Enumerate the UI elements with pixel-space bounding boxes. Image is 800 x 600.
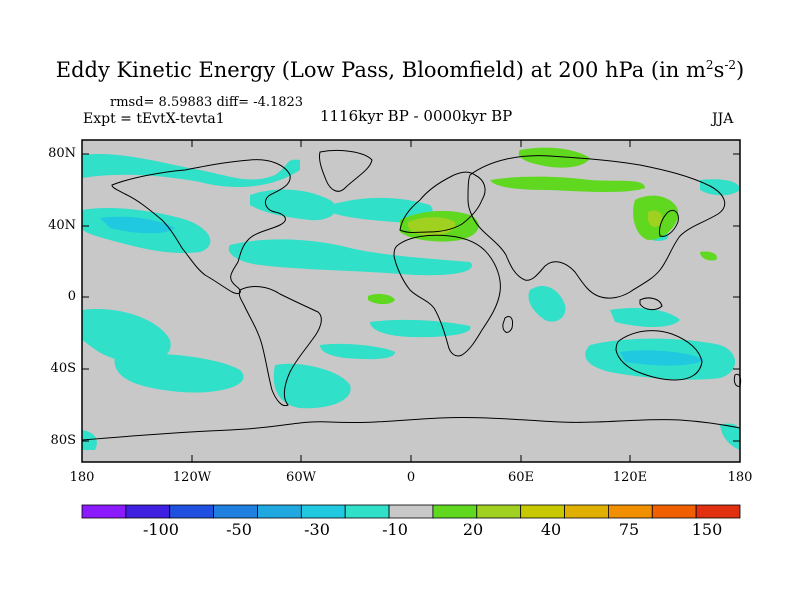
coastline-japan xyxy=(659,209,679,237)
colorbar-label: -30 xyxy=(304,520,330,539)
coastline-asia xyxy=(467,155,726,299)
axis-ticks xyxy=(82,140,740,462)
x-tick-label: 120W xyxy=(172,470,212,485)
colorbar-label: 75 xyxy=(618,520,640,539)
coastline-africa xyxy=(393,234,501,357)
anomaly-patch xyxy=(370,319,471,338)
y-tick-label: 0 xyxy=(67,289,76,304)
title-prefix: Eddy Kinetic Energy (Low Pass, Bloomfiel… xyxy=(55,58,706,82)
colorbar-swatch xyxy=(81,504,127,519)
colorbar-label: 40 xyxy=(540,520,562,539)
stats-label: rmsd= 8.59883 diff= -4.1823 xyxy=(110,95,304,110)
x-tick-label: 180 xyxy=(69,470,95,485)
title-suffix: ) xyxy=(736,58,745,82)
anomaly-patch xyxy=(620,350,705,366)
colorbar xyxy=(81,504,741,519)
x-tick-label: 60E xyxy=(507,470,535,485)
coastline-antarctica xyxy=(81,416,741,441)
x-tick-label: 180 xyxy=(727,470,753,485)
anomaly-patch xyxy=(82,430,97,450)
x-tick-label: 120E xyxy=(612,470,648,485)
anomaly-patch xyxy=(82,153,300,187)
anomaly-patch xyxy=(518,147,590,168)
colorbar-swatch xyxy=(169,504,214,519)
coastline-island xyxy=(639,297,663,311)
coastline-australia xyxy=(615,330,703,381)
anomaly-patch xyxy=(700,179,740,196)
colorbar-swatch xyxy=(520,504,565,519)
coastlines xyxy=(81,149,742,441)
coastline-europe xyxy=(399,171,486,233)
colorbar-label: -10 xyxy=(382,520,408,539)
plot-title: Eddy Kinetic Energy (Low Pass, Bloomfiel… xyxy=(0,58,800,82)
anomaly-patch xyxy=(648,210,663,228)
experiment-label: Expt = tEvtX-tevta1 xyxy=(83,111,225,127)
colorbar-swatch xyxy=(608,504,653,519)
anomaly-patch xyxy=(273,363,351,409)
title-superscript: -2 xyxy=(724,58,737,72)
colorbar-swatch xyxy=(695,504,741,519)
colorbar-swatch xyxy=(213,504,258,519)
y-tick-label: 40S xyxy=(50,361,76,376)
colorbar-label: -50 xyxy=(226,520,252,539)
anomaly-patch xyxy=(228,239,472,276)
anomaly-patch xyxy=(368,293,395,305)
y-tick-label: 40N xyxy=(48,218,76,233)
anomaly-patch xyxy=(330,197,433,223)
colorbar-swatch xyxy=(476,504,522,519)
coastline-greenland xyxy=(319,149,373,192)
colorbar-swatch xyxy=(344,504,390,519)
anomaly-patch xyxy=(320,343,395,360)
y-tick-label: 80N xyxy=(48,146,76,161)
period-label: 1116kyr BP - 0000kyr BP xyxy=(320,107,513,125)
colorbar-swatch xyxy=(257,504,302,519)
season-label: JJA xyxy=(712,111,734,127)
anomaly-patch xyxy=(528,285,566,322)
colorbar-label: 150 xyxy=(691,520,723,539)
coastline-island xyxy=(502,315,513,333)
x-tick-label: 0 xyxy=(406,470,416,485)
anomaly-patch xyxy=(82,309,171,362)
anomaly-patch xyxy=(490,176,645,192)
anomaly-patch xyxy=(250,189,337,221)
coastline-north-america xyxy=(111,159,291,295)
title-superscript: 2 xyxy=(705,58,714,72)
y-tick-label: 80S xyxy=(50,433,76,448)
anomaly-patch xyxy=(610,308,680,327)
coastline-south-america xyxy=(238,286,322,407)
x-tick-label: 60W xyxy=(286,470,316,485)
anomaly-patch xyxy=(700,251,717,261)
map-background xyxy=(82,140,740,462)
colorbar-swatch xyxy=(300,504,346,519)
colorbar-label: 20 xyxy=(462,520,484,539)
colorbar-label: -100 xyxy=(143,520,179,539)
anomaly-patch xyxy=(100,216,175,234)
colorbar-swatch xyxy=(564,504,609,519)
colorbar-swatch xyxy=(125,504,171,519)
title-mid: s xyxy=(713,58,725,82)
anomaly-patch xyxy=(720,423,740,450)
colorbar-swatch xyxy=(388,504,434,519)
anomaly-patches xyxy=(82,147,740,450)
colorbar-swatch xyxy=(432,504,478,519)
anomaly-patch xyxy=(407,217,456,236)
anomaly-patch xyxy=(114,353,244,393)
colorbar-swatch xyxy=(651,504,697,519)
